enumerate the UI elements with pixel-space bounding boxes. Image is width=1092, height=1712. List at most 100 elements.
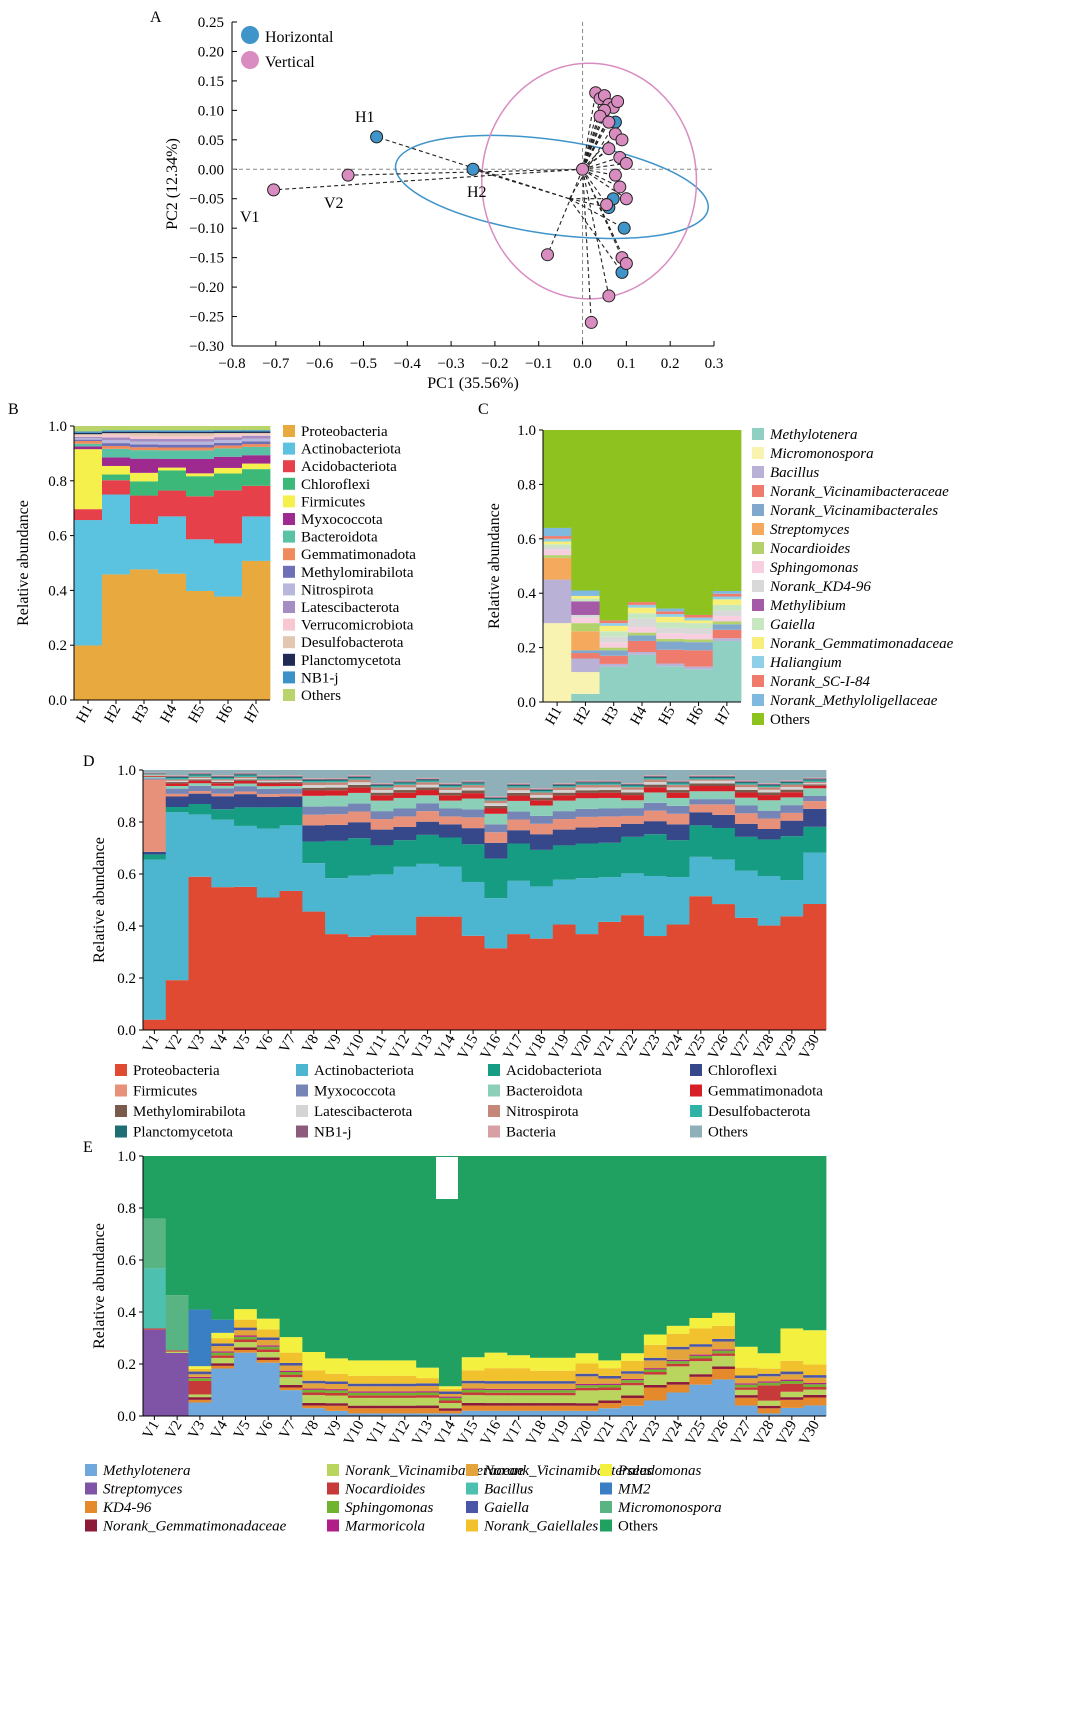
c-legend-swatch [752, 618, 764, 630]
bar-e-segment [484, 1390, 508, 1393]
panel-label-e: E [83, 1139, 93, 1156]
bar-b-segment [158, 573, 187, 700]
bar-b-segment [214, 473, 243, 491]
bar-e-segment [666, 1359, 690, 1362]
d-ytick-label: 0.8 [117, 815, 136, 831]
bar-b-segment [102, 431, 131, 434]
bar-d-segment [279, 780, 303, 783]
c-xtick-label: H7 [712, 704, 735, 728]
bar-e-segment [712, 1368, 736, 1380]
e-ytick-label: 1.0 [117, 1149, 136, 1165]
bar-b-segment [102, 474, 131, 481]
bar-e-segment [325, 1395, 349, 1404]
bar-d-segment [302, 790, 326, 796]
bar-c-segment [627, 618, 657, 628]
bar-e-segment [302, 1408, 326, 1416]
bar-e-segment [643, 1344, 668, 1358]
bar-d-segment [803, 783, 827, 785]
bar-e-segment [393, 1391, 417, 1393]
c-legend-swatch [752, 694, 764, 706]
bar-d-segment [393, 826, 417, 841]
bar-e-segment [461, 1402, 485, 1406]
b-xtick-label: H2 [101, 702, 124, 726]
bar-e-segment [689, 1361, 713, 1375]
bar-d-segment [256, 788, 280, 795]
bar-d-segment [598, 781, 622, 783]
d-legend-swatch [690, 1064, 702, 1076]
bar-d-segment [689, 778, 713, 780]
bar-e-segment [575, 1387, 599, 1391]
bar-c-segment [571, 631, 600, 651]
bar-e-segment [234, 1342, 258, 1348]
bar-d-segment [552, 792, 576, 796]
e-xtick-label: V27 [728, 1418, 755, 1449]
bar-d-segment [530, 800, 554, 806]
bar-e-segment [165, 1352, 189, 1416]
bar-d-segment [621, 800, 645, 809]
bar-d-segment [143, 770, 167, 773]
e-ytick-label: 0.0 [117, 1409, 136, 1425]
bar-d-segment [575, 784, 599, 788]
bar-e-segment [507, 1381, 531, 1384]
e-xtick-label: V6 [254, 1418, 277, 1442]
bar-d-segment [621, 783, 645, 785]
c-legend-label: Methylotenera [769, 427, 857, 443]
d-xtick-label: V26 [705, 1032, 732, 1063]
bar-d-segment [803, 778, 827, 780]
bar-d-segment [256, 783, 280, 787]
bar-e-segment [416, 1408, 440, 1414]
bar-e-segment [438, 1391, 463, 1395]
a-spider-line [582, 98, 601, 170]
bar-d-segment [734, 792, 759, 798]
bar-d-segment [552, 829, 576, 846]
bar-d-segment [666, 781, 690, 783]
bar-d-segment [325, 824, 349, 841]
bar-c-segment [627, 654, 657, 702]
a-legend-marker [241, 51, 259, 69]
e-xtick-label: V12 [387, 1418, 414, 1448]
bar-e-segment [325, 1410, 349, 1416]
bar-d-segment [256, 778, 280, 780]
bar-b-segment [74, 436, 103, 439]
bar-d-segment [598, 782, 622, 784]
bar-c-segment [599, 663, 629, 667]
d-legend-swatch [488, 1084, 500, 1097]
e-ytick-label: 0.4 [117, 1305, 136, 1321]
a-spider-line [582, 116, 601, 170]
c-legend-label: Others [770, 712, 810, 728]
bar-e-segment [734, 1384, 759, 1388]
bar-c-segment [627, 602, 657, 605]
bar-c-segment [684, 620, 714, 624]
bar-d-segment [643, 792, 668, 803]
c-legend-swatch [752, 599, 764, 611]
bar-d-segment [393, 808, 417, 817]
bar-e-segment [165, 1351, 189, 1353]
b-ytick-label: 0.8 [48, 474, 67, 490]
bar-c-segment [712, 615, 742, 622]
bar-b-segment [242, 560, 271, 700]
d-legend-swatch [296, 1084, 308, 1097]
bar-b-segment [158, 450, 187, 459]
bar-d-segment [370, 800, 394, 812]
bar-d-segment [393, 780, 417, 782]
bar-b-segment [242, 434, 271, 436]
bar-d-segment [757, 783, 781, 784]
e-ytick-label: 0.2 [117, 1357, 136, 1373]
b-legend-label: Methylomirabilota [301, 565, 414, 581]
bar-d-segment [416, 834, 440, 864]
bar-d-segment [211, 778, 235, 780]
bar-d-segment [575, 934, 599, 1030]
bar-d-segment [279, 775, 303, 777]
e-legend-swatch [327, 1519, 339, 1532]
bar-d-segment [438, 792, 463, 796]
d-legend-label: Desulfobacterota [708, 1104, 811, 1120]
bar-b-segment [214, 490, 243, 544]
bar-b-segment [102, 430, 131, 432]
bar-d-segment [234, 786, 258, 792]
bar-e-segment [279, 1372, 303, 1375]
e-legend-swatch [466, 1519, 478, 1532]
bar-d-segment [256, 807, 280, 829]
a-point-horizontal [617, 221, 631, 235]
bar-e-segment [256, 1357, 280, 1360]
d-legend-label: Chloroflexi [708, 1063, 777, 1079]
